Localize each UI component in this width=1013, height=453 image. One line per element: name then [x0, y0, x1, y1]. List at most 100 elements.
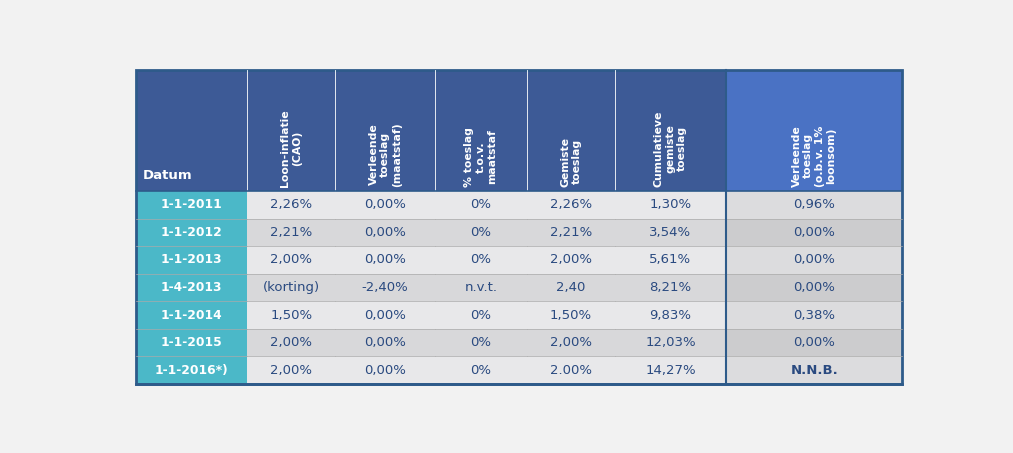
Text: 2,21%: 2,21% [270, 226, 312, 239]
Text: 2,26%: 2,26% [550, 198, 592, 211]
Text: 1-1-2011: 1-1-2011 [161, 198, 223, 211]
Bar [527, 218, 615, 246]
Bar [435, 329, 527, 357]
Bar [527, 191, 615, 218]
Text: 2,26%: 2,26% [270, 198, 312, 211]
Bar [527, 70, 615, 191]
Bar [247, 191, 335, 218]
Text: Verleende
toeslag
(o.b.v. 1%
loonsom): Verleende toeslag (o.b.v. 1% loonsom) [792, 125, 837, 187]
Text: 0,00%: 0,00% [364, 226, 406, 239]
Text: 0,00%: 0,00% [793, 336, 835, 349]
Text: 0%: 0% [470, 198, 491, 211]
Text: 0%: 0% [470, 308, 491, 322]
Text: Datum: Datum [142, 169, 191, 182]
Bar [335, 246, 435, 274]
Bar [435, 301, 527, 329]
Bar [615, 357, 726, 384]
Bar [435, 357, 527, 384]
Bar [726, 218, 903, 246]
Bar [247, 274, 335, 301]
Bar [726, 246, 903, 274]
Text: Verleende
toeslag
(maatstaf): Verleende toeslag (maatstaf) [369, 122, 402, 187]
Text: 5,61%: 5,61% [649, 253, 692, 266]
Bar [136, 191, 247, 218]
Bar [136, 246, 247, 274]
Bar [247, 301, 335, 329]
Bar [527, 274, 615, 301]
Text: 0%: 0% [470, 226, 491, 239]
Text: % toeslag
t.o.v.
maatstaf: % toeslag t.o.v. maatstaf [464, 127, 497, 187]
Text: 0%: 0% [470, 253, 491, 266]
Bar [247, 218, 335, 246]
Text: 0,00%: 0,00% [364, 198, 406, 211]
Text: 1-1-2013: 1-1-2013 [161, 253, 223, 266]
Text: 0,00%: 0,00% [364, 336, 406, 349]
Text: 1-4-2013: 1-4-2013 [161, 281, 222, 294]
Bar [726, 191, 903, 218]
Bar [527, 301, 615, 329]
Bar [615, 70, 726, 191]
Text: 9,83%: 9,83% [649, 308, 692, 322]
Bar [247, 246, 335, 274]
Text: 8,21%: 8,21% [649, 281, 692, 294]
Bar [615, 218, 726, 246]
Bar [527, 246, 615, 274]
Bar [136, 329, 247, 357]
Text: 14,27%: 14,27% [645, 364, 696, 377]
Text: 0,00%: 0,00% [364, 364, 406, 377]
Bar [726, 70, 903, 191]
Text: 1,50%: 1,50% [270, 308, 312, 322]
Bar [247, 329, 335, 357]
Text: 0,00%: 0,00% [793, 253, 835, 266]
Bar [335, 191, 435, 218]
Text: 0,00%: 0,00% [364, 253, 406, 266]
Text: 0,96%: 0,96% [793, 198, 835, 211]
Bar [136, 357, 247, 384]
Text: 0,00%: 0,00% [364, 308, 406, 322]
Text: 2,00%: 2,00% [270, 336, 312, 349]
Bar [615, 274, 726, 301]
Bar [615, 191, 726, 218]
Text: (korting): (korting) [262, 281, 320, 294]
Bar [335, 357, 435, 384]
Text: 2,00%: 2,00% [550, 336, 592, 349]
Bar [435, 218, 527, 246]
Bar [136, 274, 247, 301]
Bar [335, 274, 435, 301]
Bar [335, 218, 435, 246]
Bar [136, 218, 247, 246]
Text: 2,00%: 2,00% [550, 253, 592, 266]
Text: 0,00%: 0,00% [793, 226, 835, 239]
Bar [435, 70, 527, 191]
Text: 2,00%: 2,00% [270, 364, 312, 377]
Text: Loon-inflatie
(CAO): Loon-inflatie (CAO) [281, 109, 302, 187]
Text: 2,00%: 2,00% [270, 253, 312, 266]
Bar [136, 301, 247, 329]
Bar [335, 301, 435, 329]
Text: 1-1-2014: 1-1-2014 [161, 308, 223, 322]
Bar [335, 329, 435, 357]
Bar [527, 329, 615, 357]
Text: -2,40%: -2,40% [362, 281, 408, 294]
Bar [726, 357, 903, 384]
Text: 3,54%: 3,54% [649, 226, 692, 239]
Text: 1,30%: 1,30% [649, 198, 692, 211]
Bar [615, 301, 726, 329]
Text: 2,40: 2,40 [556, 281, 586, 294]
Text: 1,50%: 1,50% [550, 308, 592, 322]
Bar [726, 329, 903, 357]
Text: n.v.t.: n.v.t. [464, 281, 497, 294]
Text: 12,03%: 12,03% [645, 336, 696, 349]
Text: 0%: 0% [470, 336, 491, 349]
Text: Cumulatieve
gemiste
toeslag: Cumulatieve gemiste toeslag [654, 111, 687, 187]
Text: 1-1-2016*): 1-1-2016*) [155, 364, 228, 377]
Text: 0%: 0% [470, 364, 491, 377]
Text: Gemiste
toeslag: Gemiste toeslag [560, 137, 581, 187]
Bar [615, 246, 726, 274]
Bar [435, 191, 527, 218]
Bar [726, 274, 903, 301]
Bar [726, 301, 903, 329]
Bar [615, 329, 726, 357]
Bar [527, 357, 615, 384]
Text: 1-1-2012: 1-1-2012 [161, 226, 223, 239]
